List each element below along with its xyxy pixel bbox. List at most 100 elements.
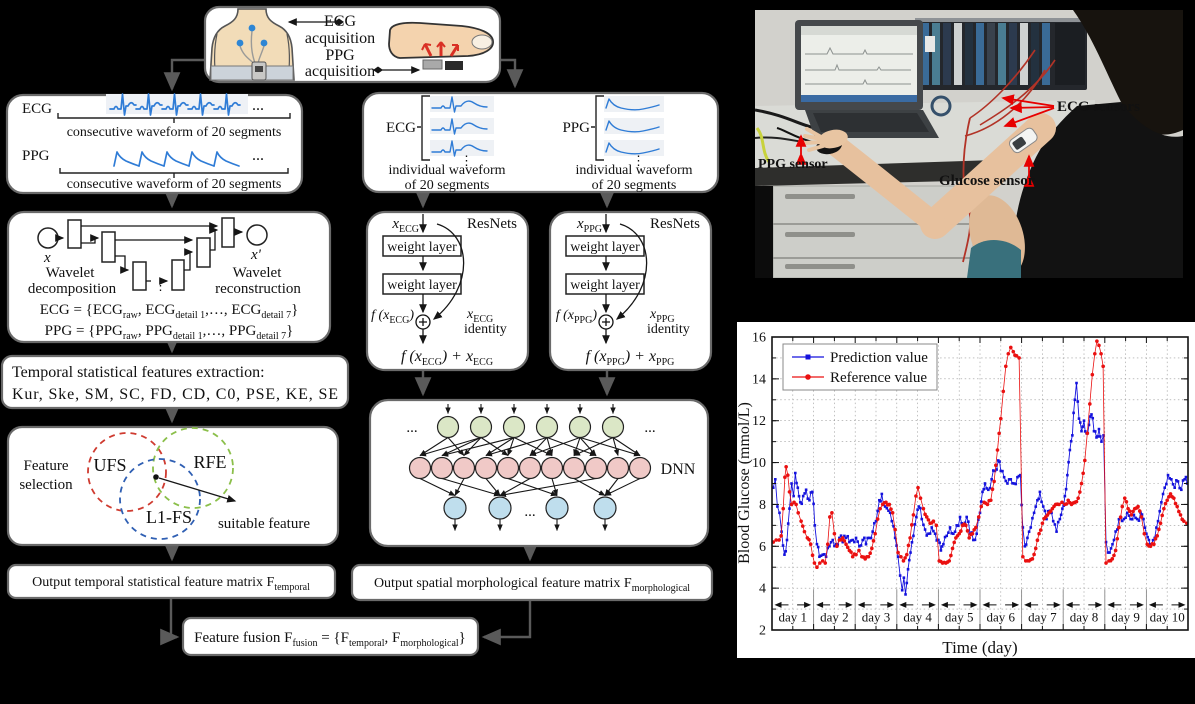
photo-yellow-cable bbox=[755, 127, 771, 163]
photo-red-wires bbox=[962, 49, 1056, 263]
experiment-photo: ECG sensors PPG sensor Glucose sensor bbox=[755, 10, 1183, 278]
dnn-hidden-node bbox=[562, 456, 586, 480]
dnn-input-node bbox=[502, 415, 526, 439]
day-label: day 3 bbox=[862, 609, 891, 624]
dnn-output-node bbox=[545, 496, 569, 520]
day-label: day 7 bbox=[1028, 609, 1057, 624]
dnn-hidden-node bbox=[474, 456, 498, 480]
blood-flow-arrows bbox=[421, 41, 460, 57]
ellipsis: ... bbox=[252, 97, 264, 114]
resnet-ppg-identity2: identity bbox=[647, 322, 690, 337]
acq-ppg-label2: acquisition bbox=[305, 63, 375, 80]
series-reference bbox=[771, 339, 1189, 570]
suitable-feature-label: suitable feature bbox=[218, 516, 310, 532]
chart-legend: Prediction value Reference value bbox=[782, 343, 938, 391]
photo-laptop bbox=[795, 20, 939, 138]
ufs-circle bbox=[87, 432, 167, 512]
wavelet-right-label: Wavelet bbox=[233, 265, 283, 281]
resnet-ecg-output: f (xECG) + xECG bbox=[401, 348, 493, 368]
wavelet-x-in: x bbox=[43, 250, 51, 266]
resnet-ecg-fx: f (xECG) bbox=[371, 308, 414, 326]
resnet-ppg-input: xPPG bbox=[576, 216, 602, 235]
photo-equipment-rack bbox=[903, 18, 1087, 90]
dnn-hidden-node bbox=[628, 456, 652, 480]
chart-plot-area: day 1 day 2 day 3 day 4 day 5 day 6 day 7 day 8… bbox=[752, 331, 1189, 639]
photo-person-shirt bbox=[1012, 102, 1183, 278]
resnet-ecg-identity2: identity bbox=[464, 322, 507, 337]
wavelet-box: ⋮ x x' Wavelet decomposition Wavelet rec… bbox=[6, 210, 332, 344]
dnn-hidden-node bbox=[518, 456, 542, 480]
dnn-arrows bbox=[419, 404, 641, 532]
photo-hand bbox=[803, 127, 848, 152]
individual-ecg-label: ECG bbox=[386, 120, 416, 136]
temporal-features-list: Kur, Ske, SM, SC, FD, CD, C0, PSE, KE, S… bbox=[12, 386, 338, 403]
dnn-output-node bbox=[593, 496, 617, 520]
weight-layer-2: weight layer bbox=[570, 278, 640, 293]
resnet-ppg-output: f (xPPG) + xPPG bbox=[586, 348, 675, 368]
day-label: day 4 bbox=[903, 609, 932, 624]
dnn-input-node bbox=[601, 415, 625, 439]
legend-label: Prediction value bbox=[830, 350, 928, 366]
y-tick-label: 16 bbox=[752, 331, 766, 346]
acq-ppg-label: PPG bbox=[325, 47, 355, 64]
day-label: day 5 bbox=[945, 609, 974, 624]
dnn-input-node bbox=[436, 415, 460, 439]
individual-ppg-caption2: of 20 segments bbox=[592, 178, 677, 193]
ecg-decomposition-formula: ECG = {ECGraw, ECGdetail 1,…, ECGdetail … bbox=[40, 302, 299, 321]
selection-label: Feature bbox=[24, 458, 69, 474]
finger-illustration bbox=[388, 21, 494, 70]
consecutive-segments-box: ECG ... consecutive waveform of 20 segme… bbox=[5, 93, 304, 195]
temporal-features-title: Temporal statistical features extraction… bbox=[12, 364, 265, 381]
ufs-label: UFS bbox=[93, 455, 126, 475]
segments-ppg-caption: consecutive waveform of 20 segments bbox=[67, 177, 282, 192]
wavelet-right-label2: reconstruction bbox=[215, 281, 301, 297]
wavelet-x-out: x' bbox=[250, 247, 262, 263]
day-label: day 1 bbox=[779, 609, 808, 624]
feature-fusion-box: Feature fusion Ffusion = {Ftemporal, Fmo… bbox=[181, 616, 480, 657]
day-label: day 10 bbox=[1150, 609, 1185, 624]
ellipsis: ... bbox=[644, 420, 655, 436]
individual-ppg-caption: individual waveform bbox=[575, 163, 692, 178]
feature-selection-box: Feature selection UFS RFE L1-FS suitable… bbox=[6, 425, 340, 547]
resnet-ecg-input: xECG bbox=[391, 216, 419, 235]
resnet-tag: ResNets bbox=[467, 216, 517, 232]
ppg-sensor-block-dark bbox=[445, 61, 463, 70]
ellipsis: ... bbox=[406, 420, 417, 436]
segments-ppg-label: PPG bbox=[22, 148, 50, 164]
day-label: day 2 bbox=[820, 609, 849, 624]
dnn-hidden-node bbox=[584, 456, 608, 480]
ppg-sensor-label: PPG sensor bbox=[758, 157, 828, 172]
dnn-hidden-node bbox=[452, 456, 476, 480]
weight-layer-1: weight layer bbox=[570, 240, 640, 255]
individual-segments-box: ECG ⋮ individual waveform of 20 segments… bbox=[361, 91, 720, 194]
l1fs-circle bbox=[119, 458, 201, 540]
photo-cable-coil bbox=[930, 95, 952, 117]
ecg-sensors-label: ECG sensors bbox=[1057, 99, 1140, 115]
dnn-label: DNN bbox=[661, 461, 696, 478]
wavelet-left-label2: decomposition bbox=[28, 281, 117, 297]
resnet-ppg-fx: f (xPPG) bbox=[556, 308, 598, 326]
individual-ecg-caption: individual waveform bbox=[388, 163, 505, 178]
output-temporal-box: Output temporal statistical feature matr… bbox=[6, 563, 337, 600]
dnn-network bbox=[408, 404, 652, 532]
y-tick-label: 12 bbox=[752, 414, 766, 429]
weight-layer-1: weight layer bbox=[387, 240, 457, 255]
selection-label2: selection bbox=[19, 477, 73, 493]
temporal-features-box: Temporal statistical features extraction… bbox=[0, 354, 350, 410]
photo-glucose-sensor bbox=[1008, 127, 1038, 154]
rfe-circle bbox=[152, 427, 234, 509]
photo-person-shorts bbox=[967, 239, 1021, 278]
weight-layer-2: weight layer bbox=[387, 278, 457, 293]
fingernail bbox=[471, 34, 493, 50]
individual-ppg-label: PPG bbox=[562, 120, 590, 136]
day-label: day 8 bbox=[1070, 609, 1099, 624]
day-label: day 6 bbox=[987, 609, 1016, 624]
vdots: ⋮ bbox=[460, 153, 473, 168]
y-axis-title: Blood Glucose (mmol/L) bbox=[737, 402, 753, 564]
resnet-ecg-box: xECG ResNets weight layer weight layer f… bbox=[365, 210, 530, 372]
dnn-hidden-node bbox=[606, 456, 630, 480]
dnn-hidden-node bbox=[430, 456, 454, 480]
ecg-electrode-dot bbox=[236, 39, 244, 47]
day-label: day 9 bbox=[1111, 609, 1140, 624]
